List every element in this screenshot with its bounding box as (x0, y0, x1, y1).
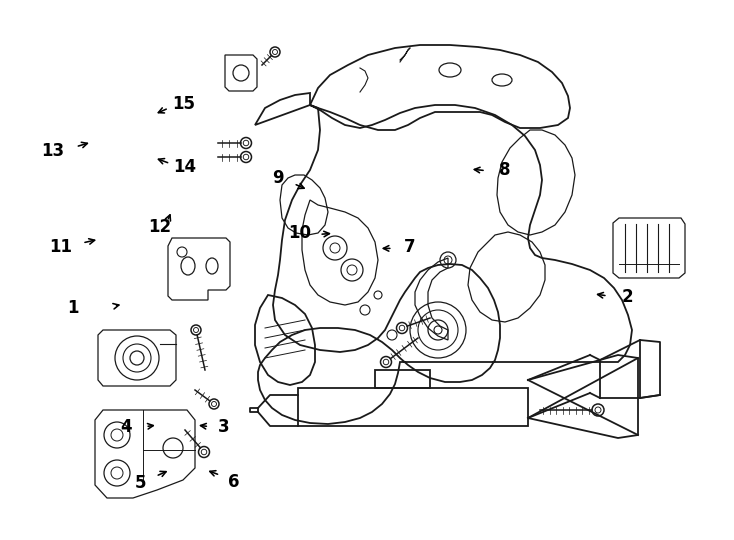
Bar (375, 370, 430, 388)
Text: 3: 3 (218, 417, 230, 436)
Text: 5: 5 (135, 474, 147, 492)
Text: 10: 10 (288, 224, 311, 242)
Text: 4: 4 (120, 417, 132, 436)
Text: 2: 2 (622, 288, 633, 306)
Text: 14: 14 (173, 158, 197, 177)
Text: 11: 11 (48, 238, 72, 256)
Text: 12: 12 (148, 218, 172, 236)
Text: 15: 15 (172, 94, 195, 113)
Text: 8: 8 (499, 161, 511, 179)
Text: 13: 13 (41, 142, 65, 160)
Text: 9: 9 (272, 169, 283, 187)
Text: 1: 1 (68, 299, 79, 317)
Text: 7: 7 (404, 238, 415, 256)
Text: 6: 6 (228, 473, 239, 491)
